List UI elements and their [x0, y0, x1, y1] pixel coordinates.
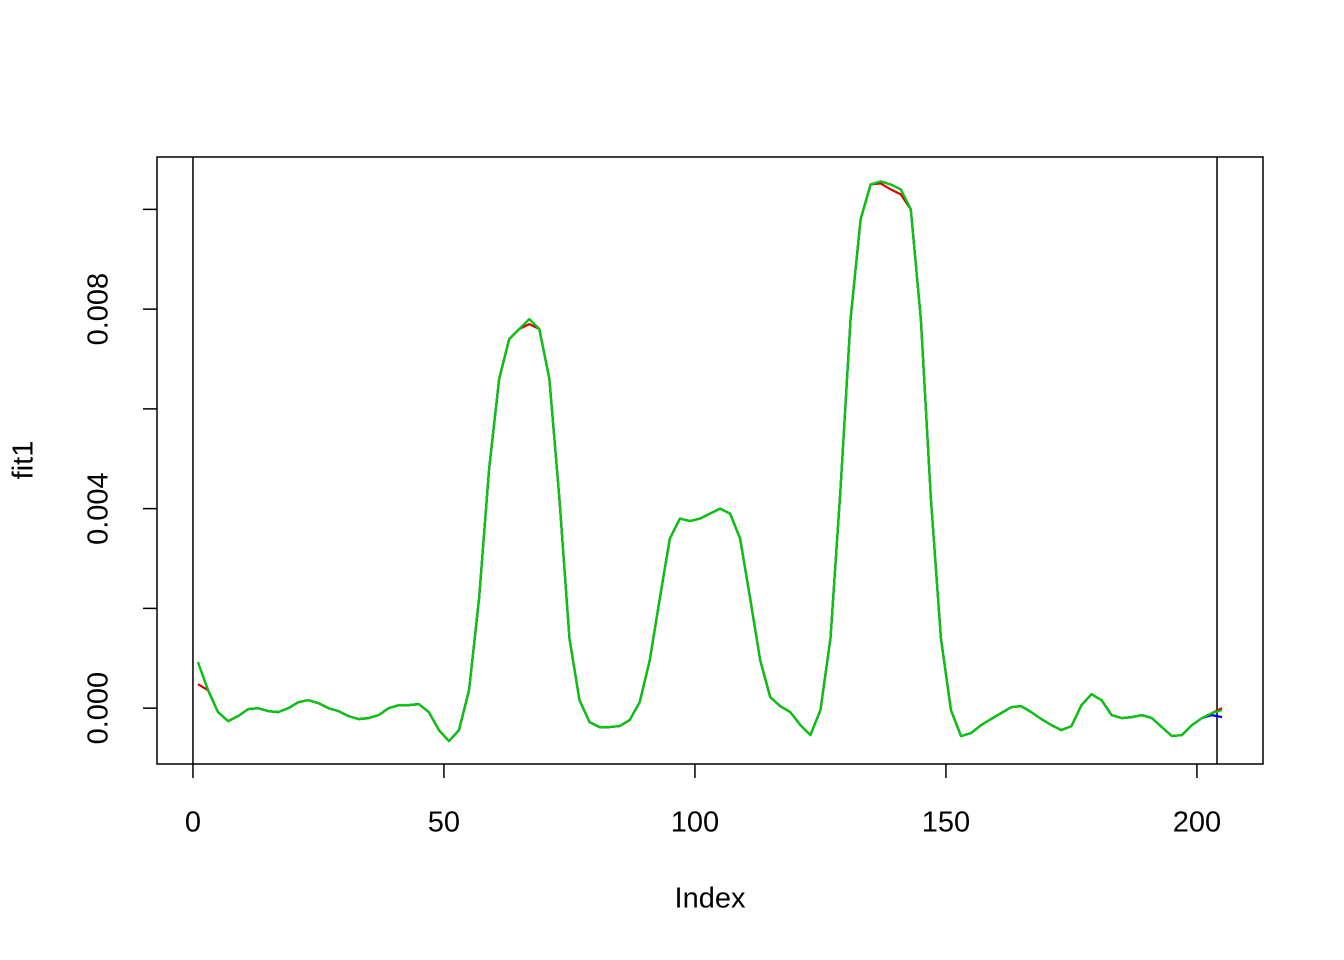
- y-axis-label: fit1: [8, 441, 40, 480]
- plot-frame: [156, 156, 1264, 765]
- x-axis-label: Index: [675, 883, 746, 915]
- x-tick-label: 100: [671, 807, 719, 839]
- x-tick-label: 0: [185, 807, 201, 839]
- y-tick-label: 0.008: [83, 273, 115, 346]
- x-tick-label: 50: [428, 807, 460, 839]
- y-tick-label: 0.000: [83, 672, 115, 745]
- data-line: [196, 180, 1223, 743]
- x-tick-label: 150: [922, 807, 970, 839]
- x-tick-label: 200: [1173, 807, 1221, 839]
- data-line: [196, 180, 1223, 743]
- data-line: [197, 182, 1223, 743]
- y-tick-label: 0.004: [83, 472, 115, 545]
